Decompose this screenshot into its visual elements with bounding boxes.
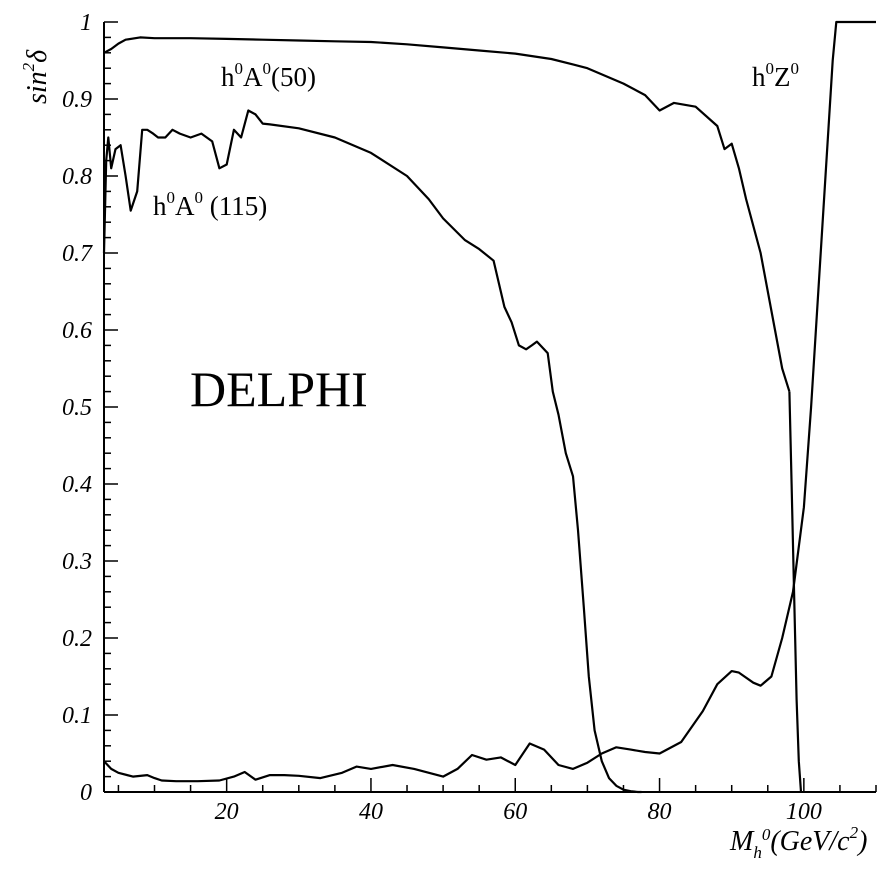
series-line-1: [102, 109, 642, 794]
y-tick-label: 0.7: [62, 241, 93, 267]
y-axis-label: sin2δ: [19, 49, 53, 104]
x-tick-label: 20: [215, 799, 239, 825]
y-tick-label: 0.8: [62, 164, 92, 190]
tick-group: 20 40 60 80 100 0 0.1 0.2 0.3 0.4 0.5 0.6 0.7 0.8 0.9 1: [62, 10, 877, 825]
annotation-h0a0-50: h0A0(50): [221, 59, 316, 92]
y-tick-label: 0.2: [62, 626, 92, 652]
y-tick-label: 0.6: [62, 318, 92, 344]
y-tick-label: 0: [80, 780, 92, 806]
y-tick-label: 0.1: [62, 703, 92, 729]
annotation-h0z0: h0Z0: [752, 59, 799, 92]
x-tick-label: 40: [359, 799, 383, 825]
series-line-0: [103, 36, 791, 392]
delphi-label: DELPHI: [190, 361, 368, 417]
x-tick-label: 100: [786, 799, 822, 825]
x-tick-label: 80: [648, 799, 672, 825]
curve-group: [102, 20, 876, 794]
y-tick-label: 0.3: [62, 549, 92, 575]
y-tick-label: 0.5: [62, 395, 92, 421]
y-tick-label: 0.4: [62, 472, 92, 498]
annotation-h0a0-115: h0A0 (115): [153, 188, 267, 221]
series-line-3: [788, 391, 803, 793]
y-tick-label: 1: [80, 10, 92, 36]
y-tick-label: 0.9: [62, 87, 92, 113]
x-tick-label: 60: [503, 799, 527, 825]
series-line-2: [103, 20, 876, 783]
x-axis-label: Mh0(GeV/c2): [729, 823, 867, 862]
